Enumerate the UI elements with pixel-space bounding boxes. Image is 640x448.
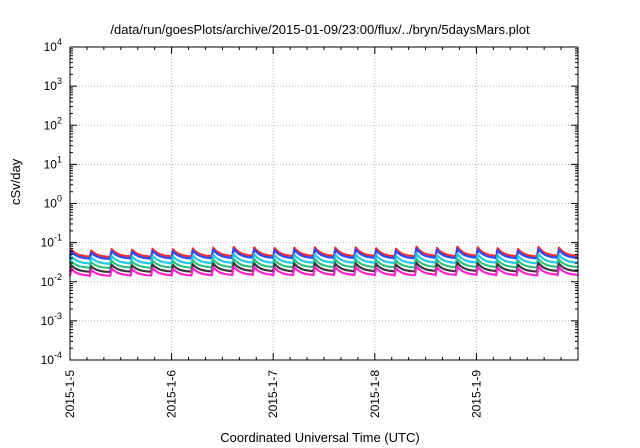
x-tick-labels: 2015-1-5 2015-1-6 2015-1-7 2015-1-8 2015-1-9 <box>63 370 483 418</box>
y-tick-label: 10-1 <box>41 233 62 250</box>
x-tick-label: 2015-1-5 <box>63 370 77 418</box>
series-line <box>68 252 579 266</box>
y-tick-label: 101 <box>44 154 62 171</box>
y-tick-label: 100 <box>44 194 62 211</box>
x-tick-label: 2015-1-9 <box>469 370 483 418</box>
x-tick-label: 2015-1-7 <box>266 370 280 418</box>
y-tick-labels: 10-4 10-3 10-2 10-1 100 101 102 103 104 <box>41 37 62 367</box>
plot-frame <box>69 46 579 361</box>
x-tick-label: 2015-1-6 <box>165 370 179 418</box>
y-tick-label: 103 <box>44 76 62 93</box>
series-line <box>68 265 579 278</box>
y-tick-label: 102 <box>44 115 62 132</box>
tick-marks <box>69 46 578 361</box>
y-tick-label: 10-2 <box>41 272 62 289</box>
x-tick-label: 2015-1-8 <box>368 370 382 418</box>
y-tick-label: 10-4 <box>41 350 62 367</box>
series-line <box>68 247 579 261</box>
series-line <box>68 257 579 270</box>
chart-title: /data/run/goesPlots/archive/2015-01-09/2… <box>110 22 530 37</box>
y-tick-label: 10-3 <box>41 311 62 328</box>
x-axis-label: Coordinated Universal Time (UTC) <box>220 430 420 445</box>
grid-lines <box>70 47 578 360</box>
series-line <box>68 245 579 259</box>
y-tick-label: 104 <box>44 37 62 54</box>
series-layer <box>68 245 579 278</box>
series-line <box>68 261 579 274</box>
